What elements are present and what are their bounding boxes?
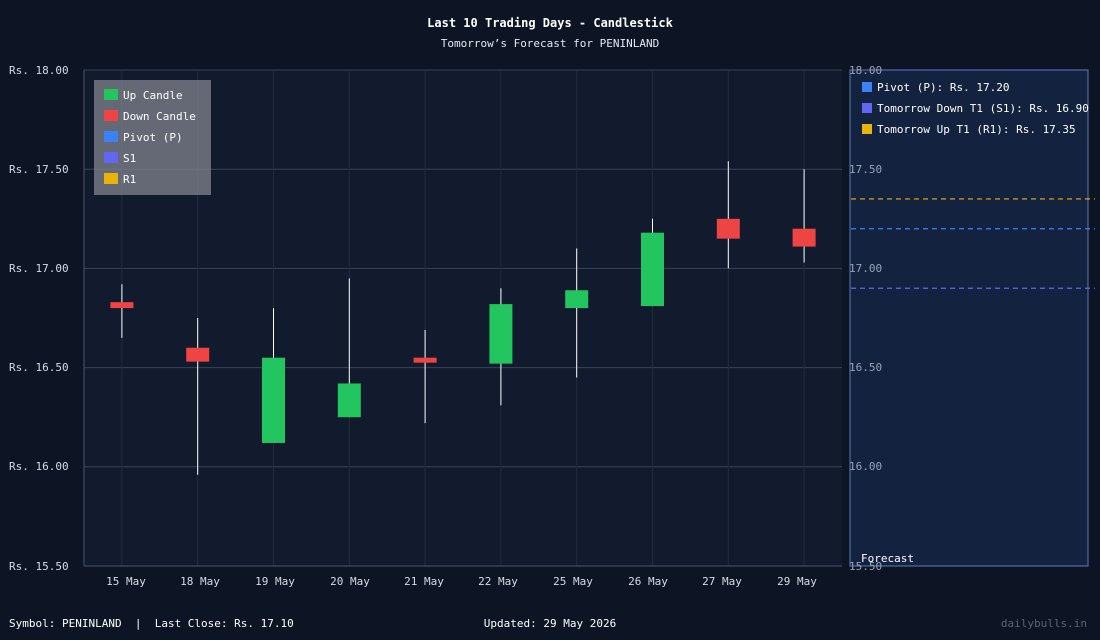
candle-body-up [565, 290, 589, 309]
x-tick-label: 29 May [777, 575, 817, 588]
x-tick-label: 22 May [478, 575, 518, 588]
candle-body-down [716, 218, 740, 239]
x-tick-label: 21 May [404, 575, 444, 588]
forecast-label-r1: Tomorrow Up T1 (R1): Rs. 17.35 [877, 123, 1076, 136]
forecast-swatch-s1 [862, 103, 872, 113]
forecast-label-pivot: Pivot (P): Rs. 17.20 [877, 81, 1009, 94]
x-tick-label: 18 May [180, 575, 220, 588]
candles-layer [110, 161, 816, 475]
candle-body-up [489, 304, 513, 364]
right-tick-label: 16.50 [849, 361, 882, 374]
y-tick-label: Rs. 16.50 [9, 361, 69, 374]
candle-body-down [413, 357, 437, 363]
legend-swatch-s1 [104, 152, 118, 163]
x-tick-label: 25 May [553, 575, 593, 588]
y-tick-label: Rs. 15.50 [9, 560, 69, 573]
legend-label-s1: S1 [123, 152, 136, 165]
legend-swatch-pivot [104, 131, 118, 142]
y-axis-ticks: Rs. 18.00 Rs. 17.50 Rs. 17.00 Rs. 16.50 … [9, 64, 69, 573]
forecast-legend: Pivot (P): Rs. 17.20 Tomorrow Down T1 (S… [861, 81, 1089, 565]
legend-label-down: Down Candle [123, 110, 196, 123]
y-tick-label: Rs. 16.00 [9, 460, 69, 473]
right-tick-label: 15.50 [849, 560, 882, 573]
legend-label-r1: R1 [123, 173, 136, 186]
forecast-panel-label: Forecast [861, 552, 914, 565]
right-tick-label: 18.00 [849, 64, 882, 77]
candle-body-up [641, 232, 664, 307]
x-tick-label: 26 May [628, 575, 668, 588]
forecast-swatch-r1 [862, 124, 872, 134]
forecast-lines [851, 198, 1095, 289]
chart-subtitle: Tomorrow’s Forecast for PENINLAND [441, 37, 660, 50]
right-axis-ticks: 18.00 17.50 17.00 16.50 16.00 15.50 [849, 64, 882, 573]
forecast-label-s1: Tomorrow Down T1 (S1): Rs. 16.90 [877, 102, 1089, 115]
footer-updated: Updated: 29 May 2026 [484, 617, 616, 630]
x-tick-label: 15 May [106, 575, 146, 588]
x-tick-label: 19 May [255, 575, 295, 588]
candle-body-up [337, 383, 361, 418]
candle-body-up [262, 357, 285, 443]
right-tick-label: 16.00 [849, 460, 882, 473]
right-tick-label: 17.00 [849, 262, 882, 275]
right-tick-label: 17.50 [849, 163, 882, 176]
y-tick-label: Rs. 18.00 [9, 64, 69, 77]
legend-swatch-up [104, 89, 118, 100]
candle-body-down [110, 302, 134, 309]
legend-swatch-r1 [104, 173, 118, 184]
chart-title: Last 10 Trading Days - Candlestick [427, 16, 673, 30]
x-tick-label: 27 May [702, 575, 742, 588]
forecast-panel [849, 69, 1089, 567]
y-tick-label: Rs. 17.00 [9, 262, 69, 275]
legend-swatch-down [104, 110, 118, 121]
legend: Up Candle Down Candle Pivot (P) S1 R1 [94, 80, 211, 195]
y-tick-label: Rs. 17.50 [9, 163, 69, 176]
legend-label-pivot: Pivot (P) [123, 131, 183, 144]
candle-body-down [186, 347, 210, 362]
candle-body-down [792, 228, 816, 247]
x-axis-ticks: 15 May 18 May 19 May 20 May 21 May 22 Ma… [106, 575, 817, 588]
x-tick-label: 20 May [330, 575, 370, 588]
forecast-swatch-pivot [862, 82, 872, 92]
footer-brand: dailybulls.in [1001, 617, 1087, 630]
legend-label-up: Up Candle [123, 89, 183, 102]
footer-symbol: Symbol: PENINLAND | Last Close: Rs. 17.1… [9, 617, 294, 630]
